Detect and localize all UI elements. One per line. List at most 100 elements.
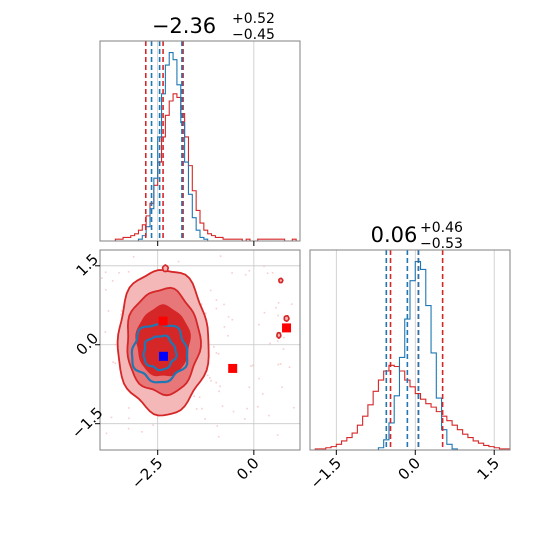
red-contour-island-2 [283,315,290,323]
scatter-point [92,312,94,314]
hist1-title-sup: +0.52 [232,11,275,27]
contour-panel-bottom-left: −2.5 0.0 −1.5 0.0 1.5 [17,219,301,527]
scatter-point [152,525,154,527]
histogram-panel-top-left: −2.36 +0.52 −0.45 [99,11,301,246]
scatter-point [266,272,269,274]
scatter-point [288,366,291,369]
hist2-quantile-lines [385,250,444,450]
hist2-xtick-label-0: −1.5 [307,454,345,492]
scatter-point [251,364,254,367]
scatter-point [216,219,218,221]
hist2-series [310,260,510,451]
contour-ytick-label-1: 0.0 [72,329,102,359]
scatter-point [258,377,260,380]
scatter-point [104,288,107,291]
scatter-point [104,331,107,333]
contour-markers [158,316,292,373]
scatter-point [268,414,270,417]
scatter-point [107,310,110,312]
scatter-point [105,432,108,435]
red-contour-island-3 [276,331,282,339]
scatter-point [246,407,248,410]
hist2-series-1-step [310,260,510,451]
hist2-title-value: 0.06 [371,223,418,247]
hist2-title: 0.06 [371,223,418,247]
scatter-point [209,289,212,292]
hist2-grid [335,250,495,450]
hist2-xtick-label-1: 0.0 [394,454,424,484]
hist1-quantile-lines [144,41,184,241]
scatter-point [217,435,220,438]
marker-1 [228,363,238,373]
hist1-title-sub: −0.45 [232,27,275,43]
hist2-frame [309,249,511,451]
scatter-point [118,272,120,274]
scatter-point [215,307,218,310]
scatter-point [269,342,271,345]
scatter-point [213,346,215,348]
scatter-point [204,312,207,315]
scatter-point [90,363,92,365]
scatter-point [215,352,218,354]
contour-xtick-label-1: 0.0 [233,454,263,484]
scatter-point [114,343,117,346]
scatter-point [112,361,114,363]
scatter-point [244,273,247,276]
hist1-series-0-step [100,93,300,242]
scatter-point [277,314,279,317]
scatter-point [227,316,230,318]
scatter-point [248,386,251,389]
scatter-point [231,272,233,274]
scatter-point [195,408,198,410]
scatter-point [275,306,277,309]
hist2-series-0-step [310,364,510,451]
scatter-point [204,418,206,420]
red-contour-island-0 [161,264,169,273]
hist2-title-sub: −0.53 [420,236,463,252]
scatter-point [281,386,283,388]
scatter-point [226,247,228,249]
scatter-point [271,271,274,274]
scatter-point [219,255,222,257]
scatter-point [257,405,259,408]
scatter-point [200,303,203,305]
scatter-point [217,353,220,355]
blue-contour-level-1 [130,323,189,384]
scatter-point [210,380,212,382]
contour-xtick-label-0: −2.5 [128,454,166,492]
scatter-point [104,271,107,274]
scatter-point [127,427,130,430]
hist1-ticks [157,241,255,246]
scatter-point [290,303,293,305]
scatter-point [232,410,235,413]
scatter-point [221,405,224,407]
scatter-point [101,277,103,279]
scatter-point [193,395,195,398]
scatter-point [17,288,19,290]
hist1-title: −2.36 [152,14,216,38]
scatter-point [218,390,220,393]
scatter-point [258,323,260,326]
hist2-title-sup: +0.46 [420,220,463,236]
scatter-point [216,425,219,427]
scatter-point [293,406,295,409]
hist1-grid [157,41,255,241]
scatter-point [277,363,280,366]
contour-ytick-label-2: 1.5 [72,250,102,280]
scatter-point [114,362,117,365]
hist2-ticks: −1.5 0.0 1.5 [307,450,503,493]
scatter-point [209,377,211,379]
scatter-point [177,260,180,263]
scatter-point [127,270,130,273]
scatter-point [223,326,226,328]
scatter-point [198,396,201,399]
scatter-point [263,265,265,268]
scatter-point [243,418,246,420]
scatter-point [219,385,221,388]
scatter-point [248,269,251,272]
contour-shapes [116,264,290,417]
scatter-point [152,424,154,426]
scatter-point [283,336,285,339]
scatter-point [250,365,252,367]
